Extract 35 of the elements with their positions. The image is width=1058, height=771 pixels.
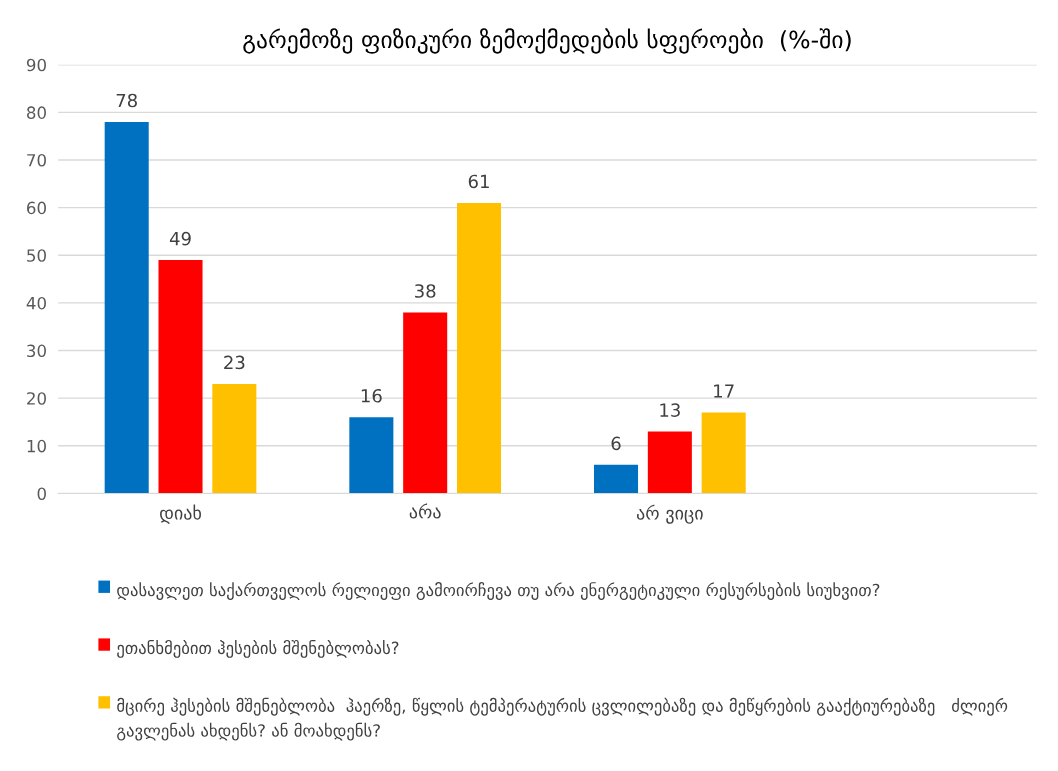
y-tick-label: 60 <box>27 201 46 215</box>
legend-label: დასავლეთ საქართველოს რელიეფი გამოირჩევა თუ არა ენერგეტიკული რესურსების სიუხვით? <box>117 582 880 600</box>
y-tick-label: 70 <box>27 153 46 167</box>
bar <box>104 121 149 494</box>
bar <box>594 464 639 494</box>
y-tick-label: 30 <box>27 344 46 358</box>
y-tick-label: 40 <box>26 296 46 310</box>
bar <box>158 260 203 494</box>
legend-label: მცირე ჰესების მშენებლობა ჰაერზე, წყლის ტემპერატურის ცვლილებაზე და მეწყრების გააქტიურებაზე ძლიერ გავლენას ახდენს? ან მოახდენს? <box>117 697 1008 741</box>
bar <box>349 417 394 494</box>
data-label: 38 <box>415 284 436 298</box>
chart-title: გარემოზე ფიზიკური ზემოქმედების სფეროები (%-ში) <box>243 28 851 54</box>
bar <box>701 412 746 494</box>
bar <box>403 312 448 494</box>
data-label: 17 <box>714 384 734 398</box>
bar <box>456 202 502 494</box>
y-tick-label: 50 <box>27 249 46 262</box>
data-label: 23 <box>224 355 245 370</box>
data-label: 61 <box>468 174 489 189</box>
x-tick-label: არა <box>409 503 441 519</box>
bar <box>647 431 692 494</box>
legend-label: ეთანხმებით ჰესების მშენებლობას? <box>117 639 399 658</box>
data-label: 13 <box>660 403 680 417</box>
y-tick-label: 80 <box>27 106 46 119</box>
data-label: 49 <box>169 231 191 246</box>
data-label: 78 <box>116 93 137 108</box>
y-tick-label: 20 <box>27 392 46 405</box>
x-tick-label: დიახ <box>160 504 201 524</box>
y-tick-label: 90 <box>26 58 46 72</box>
x-tick-label: არ ვიცი <box>636 504 703 524</box>
data-label: 6 <box>611 436 621 451</box>
y-tick-label: 10 <box>27 439 46 453</box>
y-tick-label: 0 <box>37 487 46 501</box>
data-label: 16 <box>361 388 382 403</box>
bar <box>212 383 257 494</box>
